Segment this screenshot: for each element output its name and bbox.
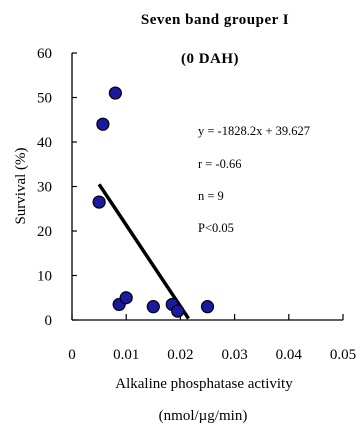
y-tick-label: 40: [37, 135, 52, 151]
x-tick-label: 0.05: [330, 347, 356, 363]
data-point: [171, 304, 185, 318]
x-tick-label: 0.03: [221, 347, 247, 363]
y-tick-label: 10: [37, 269, 52, 285]
data-point: [108, 86, 122, 100]
data-point: [119, 291, 133, 305]
y-tick-label: 20: [37, 224, 52, 240]
y-axis-label: Survival (%): [13, 147, 29, 224]
data-marks: [92, 86, 215, 320]
correlation-r: r = -0.66: [198, 157, 242, 171]
regression-equation: y = -1828.2x + 39.627: [198, 124, 310, 138]
x-axis-label: Alkaline phosphatase activity: [115, 376, 293, 392]
p-value: P<0.05: [198, 221, 234, 235]
data-point: [92, 195, 106, 209]
regression-line: [97, 183, 190, 320]
y-tick-label: 0: [45, 313, 53, 329]
chart-title: Seven band grouper I: [141, 12, 289, 28]
y-tick-label: 50: [37, 91, 52, 107]
y-tick-label: 60: [37, 46, 52, 62]
x-tick-label: 0.02: [167, 347, 193, 363]
x-tick-label: 0.01: [113, 347, 139, 363]
y-tick-label: 30: [37, 180, 52, 196]
chart-subtitle: (0 DAH): [181, 51, 239, 67]
x-tick-label: 0: [68, 347, 76, 363]
data-point: [146, 300, 160, 314]
data-point: [96, 117, 110, 131]
data-point: [200, 300, 215, 314]
axes: 0 10 20 30 40 50 60 0 0.01 0.02 0.03 0.04 0.05: [37, 46, 356, 363]
sample-size-n: n = 9: [198, 189, 224, 203]
x-tick-label: 0.04: [276, 347, 303, 363]
x-axis-unit: (nmol/µg/min): [159, 408, 248, 424]
